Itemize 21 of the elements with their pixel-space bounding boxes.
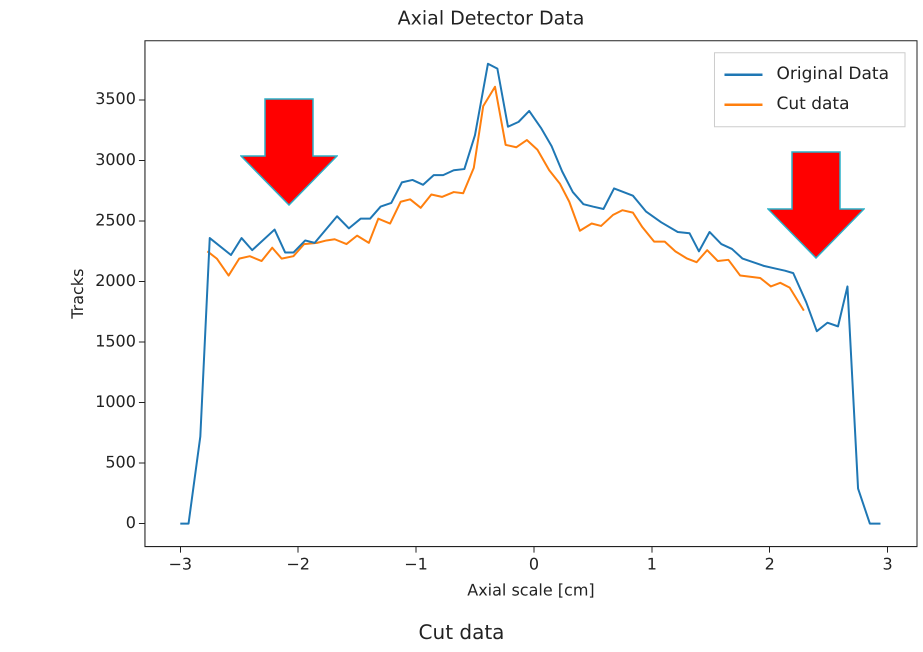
x-tick-label: 3 (882, 554, 893, 574)
x-tick-label: 0 (528, 554, 539, 574)
y-tick-label: 3500 (95, 89, 136, 108)
x-tick-label: −3 (168, 554, 192, 574)
x-axis-title: Axial scale [cm] (467, 580, 595, 600)
y-tick-label: 0 (126, 512, 136, 532)
y-axis-title: Tracks (68, 268, 87, 320)
x-tick-label: −1 (404, 554, 428, 574)
x-tick-label: −2 (286, 554, 310, 574)
y-tick-label: 1500 (95, 331, 136, 350)
legend-label: Cut data (776, 94, 850, 114)
legend-label: Original Data (776, 64, 890, 84)
text: Cut data (418, 620, 506, 644)
chart-title: Axial Detector Data (398, 7, 584, 30)
y-tick-label: 500 (105, 452, 136, 472)
y-tick-label: 2000 (95, 270, 136, 290)
x-tick-label: 1 (646, 554, 657, 574)
y-tick-label: 1000 (95, 392, 136, 411)
y-tick-label: 3000 (95, 150, 136, 169)
x-tick-label: 2 (764, 554, 775, 574)
y-tick-label: 2500 (95, 210, 136, 230)
